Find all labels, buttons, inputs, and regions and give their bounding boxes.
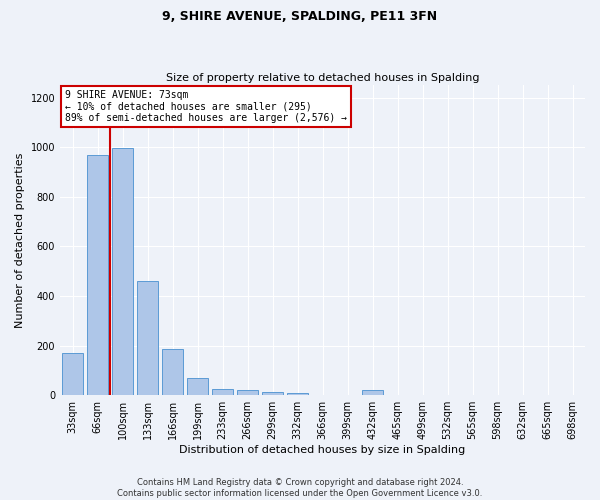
X-axis label: Distribution of detached houses by size in Spalding: Distribution of detached houses by size …	[179, 445, 466, 455]
Bar	[212, 389, 233, 395]
Bar	[137, 281, 158, 395]
Text: 9 SHIRE AVENUE: 73sqm
← 10% of detached houses are smaller (295)
89% of semi-det: 9 SHIRE AVENUE: 73sqm ← 10% of detached …	[65, 90, 347, 123]
Bar	[262, 392, 283, 395]
Bar	[362, 390, 383, 395]
Bar	[62, 353, 83, 395]
Bar	[112, 148, 133, 395]
Bar	[162, 350, 183, 395]
Y-axis label: Number of detached properties: Number of detached properties	[15, 152, 25, 328]
Text: Contains HM Land Registry data © Crown copyright and database right 2024.
Contai: Contains HM Land Registry data © Crown c…	[118, 478, 482, 498]
Text: 9, SHIRE AVENUE, SPALDING, PE11 3FN: 9, SHIRE AVENUE, SPALDING, PE11 3FN	[163, 10, 437, 23]
Title: Size of property relative to detached houses in Spalding: Size of property relative to detached ho…	[166, 73, 479, 83]
Bar	[87, 154, 108, 395]
Bar	[287, 392, 308, 395]
Bar	[237, 390, 258, 395]
Bar	[187, 378, 208, 395]
